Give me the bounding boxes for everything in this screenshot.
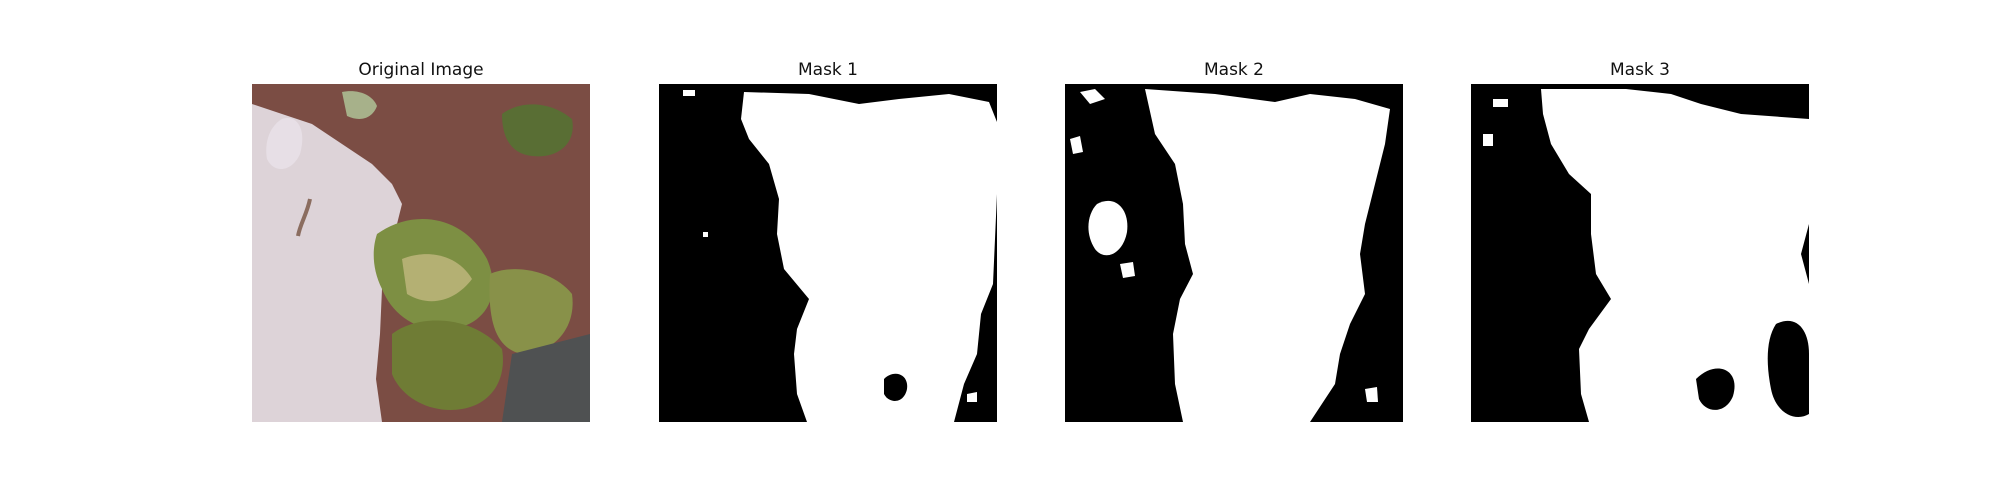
panel-title-original: Original Image	[358, 60, 484, 80]
mask-1-image	[659, 84, 997, 422]
panel-original-image: Original Image	[252, 58, 590, 422]
original-image	[252, 84, 590, 422]
panel-title-mask-2: Mask 2	[1203, 60, 1264, 80]
panel-title-mask-1: Mask 1	[797, 60, 858, 80]
panel-mask-3: Mask 3	[1471, 58, 1809, 422]
panel-mask-2: Mask 2	[1065, 58, 1403, 422]
panel-title-mask-3: Mask 3	[1609, 60, 1670, 80]
panel-mask-1: Mask 1	[659, 58, 997, 422]
mask-3-image	[1471, 84, 1809, 422]
mask-2-image	[1065, 84, 1403, 422]
